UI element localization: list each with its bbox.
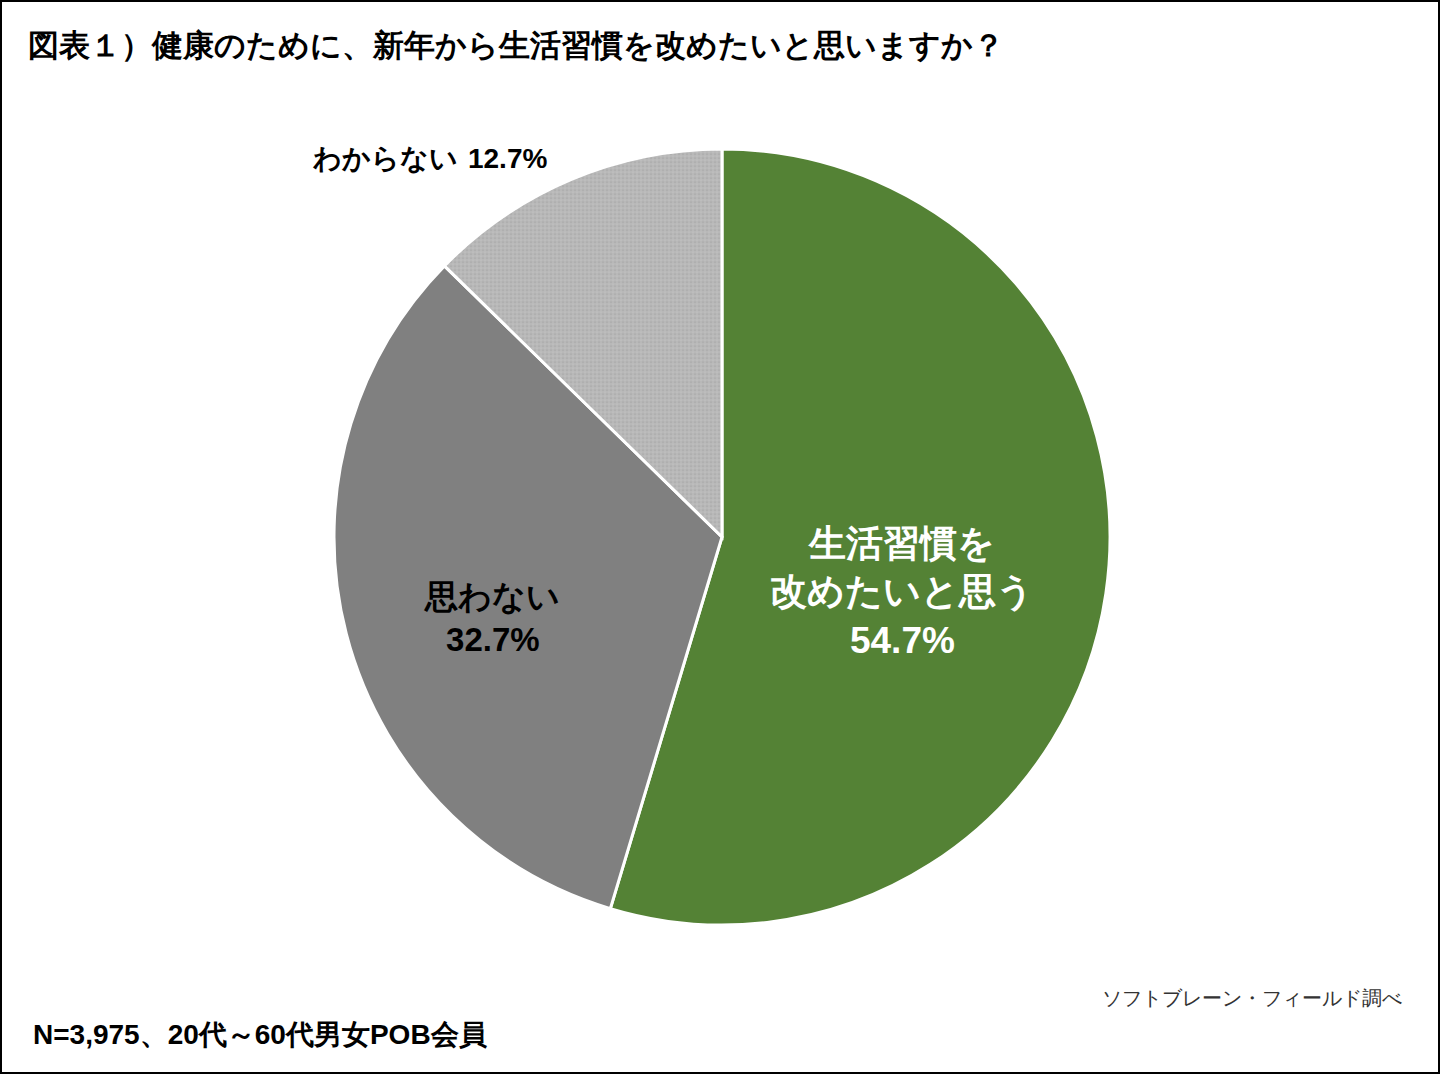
- data-label: 生活習慣を改めたいと思う 54.7%: [770, 523, 1034, 660]
- frame: [1, 1, 1439, 1073]
- category-label: 生活習慣を: [808, 523, 995, 564]
- chart: 図表１）健康のために、新年から生活習慣を改めたいと思いますか？ 生活習慣を改めたい…: [0, 0, 1440, 1074]
- category-label: わからない: [312, 143, 458, 174]
- category-label: 思わない: [424, 578, 560, 615]
- value-label: 54.7%: [850, 620, 955, 661]
- source-note: ソフトブレーン・フィールド調べ: [1102, 987, 1402, 1009]
- data-labels: 生活習慣を改めたいと思う 54.7% 思わない 32.7% わからない 12.7%: [312, 143, 1034, 661]
- data-label: 思わない 32.7%: [424, 578, 560, 658]
- sample-note: N=3,975、20代～60代男女POB会員: [33, 1019, 487, 1050]
- pie: [334, 149, 1110, 925]
- title: 図表１）健康のために、新年から生活習慣を改めたいと思いますか？: [28, 28, 1004, 63]
- category-label: 改めたいと思う: [770, 571, 1034, 612]
- value-label: 32.7%: [446, 621, 540, 658]
- pie-slice: [444, 149, 722, 537]
- data-label: わからない 12.7%: [312, 143, 547, 174]
- value-label: 12.7%: [468, 143, 547, 174]
